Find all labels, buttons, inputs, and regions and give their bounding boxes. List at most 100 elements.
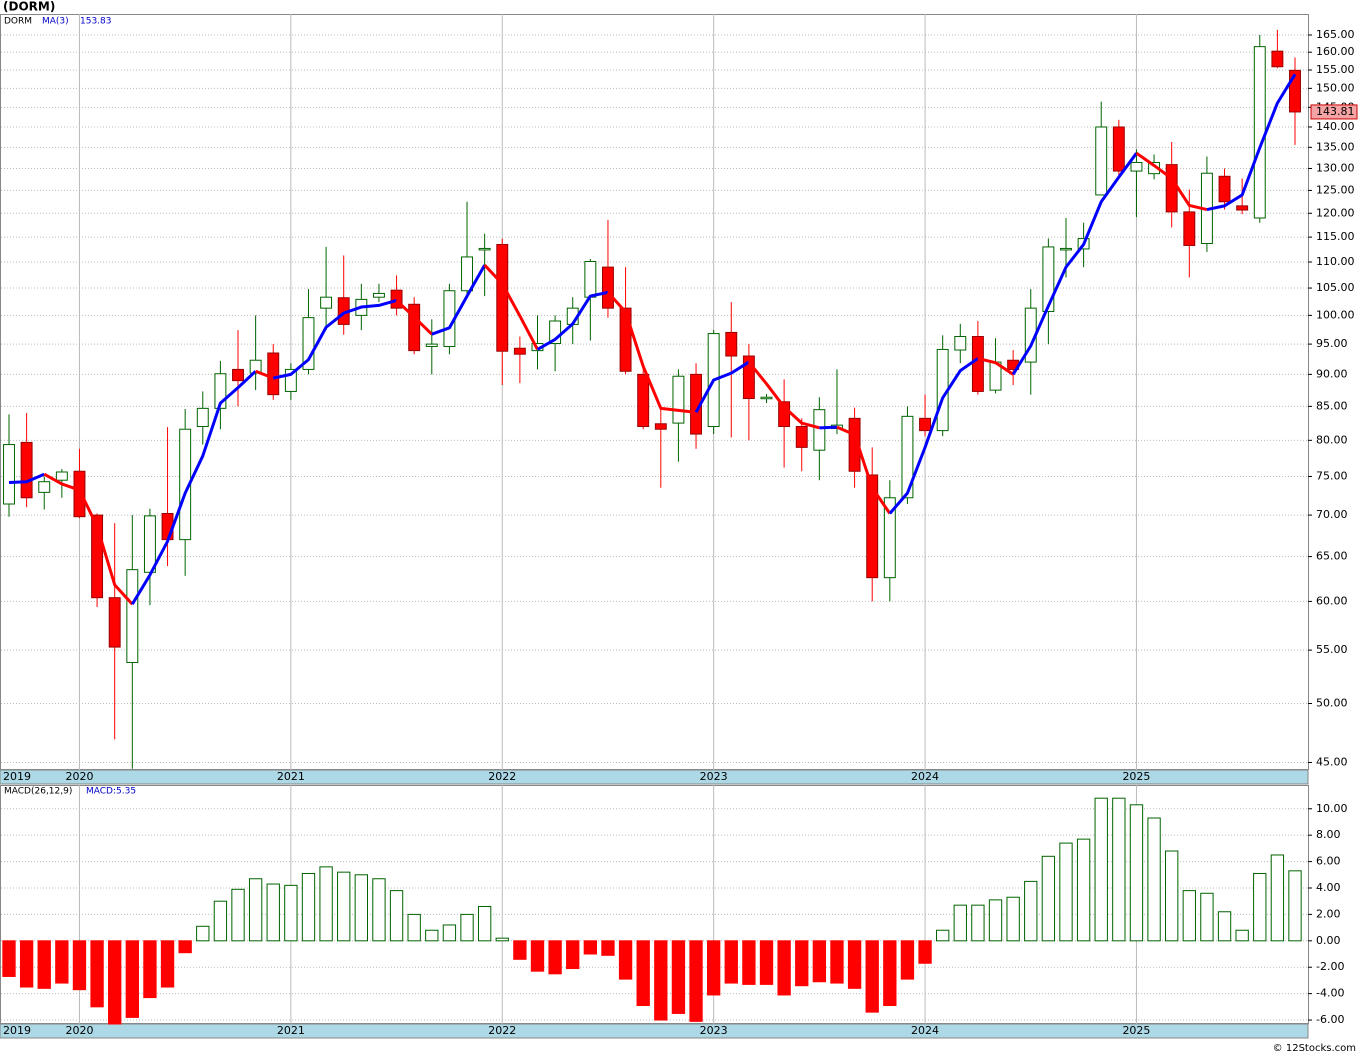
x-tick-label: 2022	[488, 770, 516, 783]
x-tick-label: 2019	[3, 1024, 31, 1037]
macd-bar	[513, 940, 527, 960]
macd-bar	[37, 940, 51, 989]
macd-bar	[231, 888, 245, 942]
candle-body	[284, 368, 297, 392]
candle-body	[883, 497, 896, 579]
macd-bar	[583, 940, 598, 955]
macd-bar	[372, 878, 386, 942]
candle-body	[1060, 247, 1072, 251]
macd-bar	[301, 872, 316, 942]
candle-body	[302, 317, 315, 370]
macd-bar	[777, 940, 791, 996]
candle-body	[1236, 205, 1249, 211]
ma-line	[977, 356, 1014, 376]
y-tick-label: 160.00	[1316, 45, 1355, 58]
y-tick-label: 4.00	[1316, 881, 1341, 894]
macd-bar	[548, 940, 562, 975]
macd-bar	[1217, 911, 1232, 942]
macd-bar	[900, 940, 915, 980]
candle-body	[672, 375, 685, 424]
candle-body	[267, 352, 280, 396]
macd-bar	[830, 940, 844, 984]
x-axis-strip	[0, 1023, 1309, 1039]
candle-body	[760, 396, 773, 400]
y-tick-label: 85.00	[1316, 399, 1348, 412]
macd-bar	[706, 940, 721, 996]
y-tick-label: 2.00	[1316, 907, 1341, 920]
candle-body	[196, 407, 209, 427]
candle-body	[954, 335, 967, 351]
y-tick-label: 150.00	[1316, 81, 1355, 94]
candle-body	[3, 444, 15, 505]
y-tick-label: 45.00	[1316, 755, 1348, 768]
y-tick-label: 75.00	[1316, 469, 1348, 482]
ma-line	[395, 299, 433, 336]
macd-bar	[319, 866, 333, 942]
macd-bar	[883, 940, 897, 1007]
last-price-label: 143.81	[1316, 105, 1355, 118]
macd-bar	[1182, 890, 1196, 942]
candle-body	[38, 481, 51, 493]
x-axis-strip	[0, 769, 1309, 785]
macd-bar	[160, 940, 175, 988]
macd-bar	[248, 878, 263, 942]
y-tick-label: 120.00	[1316, 206, 1355, 219]
last-price-box	[1310, 104, 1358, 120]
x-tick-label: 2023	[700, 770, 728, 783]
candle-body	[425, 343, 438, 347]
x-tick-label: 2023	[700, 1024, 728, 1037]
macd-bar	[953, 904, 967, 942]
candle-body	[549, 320, 562, 345]
macd-bar	[1076, 838, 1091, 942]
macd-bar	[1235, 929, 1249, 942]
chart-title: (DORM)	[3, 0, 55, 14]
candle-body	[1253, 46, 1266, 219]
candle-body	[1130, 161, 1143, 172]
y-tick-label: 50.00	[1316, 696, 1348, 709]
macd-bar	[213, 900, 228, 942]
macd-bar	[337, 871, 351, 942]
macd-bar	[1165, 850, 1179, 942]
y-tick-label: 8.00	[1316, 828, 1341, 841]
macd-bar	[495, 937, 509, 942]
macd-bar	[1094, 797, 1108, 942]
macd-bar	[988, 899, 1003, 942]
candle-body	[372, 292, 385, 298]
candle-body	[1165, 164, 1178, 213]
ma-line	[694, 360, 750, 414]
macd-bar	[425, 929, 439, 942]
macd-bar	[654, 940, 668, 1021]
ma-line	[606, 291, 697, 414]
macd-bar	[1041, 855, 1056, 942]
y-tick-label: -6.00	[1316, 1013, 1344, 1026]
symbol-label: DORM	[4, 17, 32, 27]
candle-body	[654, 423, 667, 430]
macd-bar	[865, 940, 879, 1013]
ma-line	[483, 264, 539, 351]
candle-body	[601, 266, 614, 309]
y-tick-label: 80.00	[1316, 433, 1348, 446]
macd-bar	[530, 940, 545, 972]
macd-bar	[19, 940, 34, 988]
ma-line	[1135, 151, 1208, 212]
macd-bar	[936, 929, 950, 942]
macd-bar	[847, 940, 862, 989]
candle-body	[1289, 69, 1301, 113]
candle-body	[126, 569, 139, 663]
macd-bar	[196, 925, 210, 942]
ma-line	[888, 357, 979, 515]
footer: © 12Stocks.com	[1273, 1043, 1356, 1054]
ma-line	[819, 425, 838, 430]
candle-body	[496, 243, 509, 352]
y-tick-label: 70.00	[1316, 508, 1348, 521]
candle-body	[971, 335, 984, 392]
macd-bar	[724, 940, 738, 984]
y-tick-label: 60.00	[1316, 594, 1348, 607]
candle-body	[1042, 246, 1055, 312]
y-tick-label: 105.00	[1316, 281, 1355, 294]
y-tick-label: 130.00	[1316, 161, 1355, 174]
x-tick-label: 2022	[488, 1024, 516, 1037]
y-tick-label: 65.00	[1316, 550, 1348, 563]
ma-line	[536, 290, 609, 351]
